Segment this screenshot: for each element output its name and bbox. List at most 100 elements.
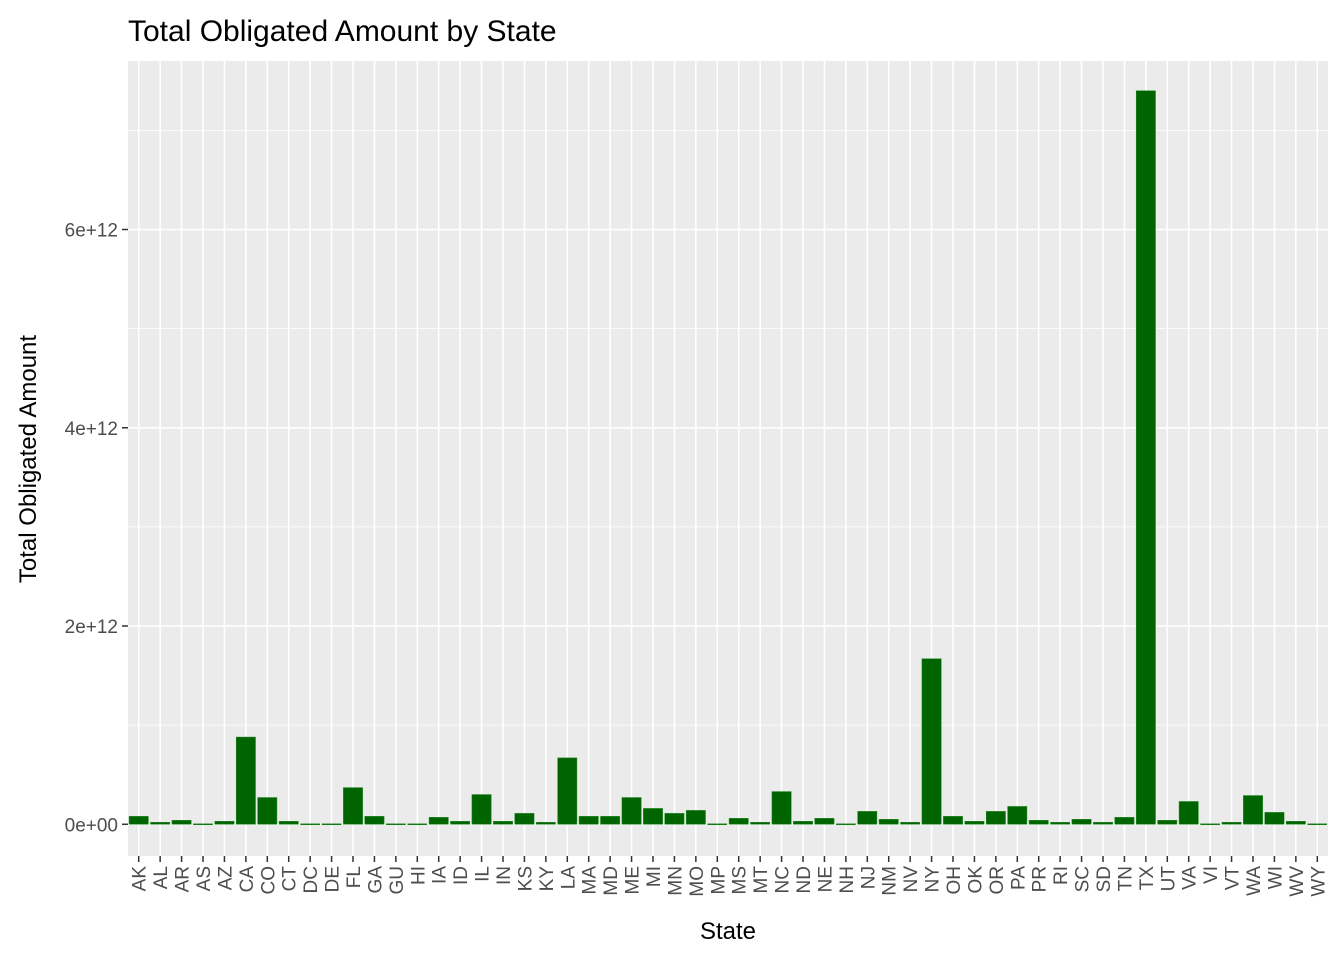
bar-co — [257, 797, 278, 825]
x-tick-label-vi: VI — [1201, 866, 1222, 884]
x-tick-label-nm: NM — [880, 866, 901, 896]
bar-il — [471, 794, 492, 825]
bar-ne — [814, 818, 835, 825]
x-tick-label-wy: WY — [1308, 866, 1329, 897]
x-tick-label-al: AL — [151, 866, 172, 889]
bar-ky — [535, 822, 556, 825]
x-tick-label-la: LA — [558, 866, 579, 890]
bar-fl — [343, 787, 363, 825]
x-axis-title: State — [700, 918, 756, 945]
x-tick-label-wi: WI — [1265, 866, 1286, 889]
gridlines — [128, 61, 1328, 856]
bar-id — [450, 821, 471, 825]
x-tick-label-il: IL — [473, 866, 494, 882]
x-tick-label-co: CO — [258, 866, 279, 895]
bar-me — [621, 797, 642, 825]
bar-wa — [1243, 795, 1263, 825]
bar-ok — [964, 821, 985, 825]
x-tick-label-nd: ND — [794, 866, 815, 893]
x-tick-label-wv: WV — [1287, 866, 1308, 897]
chart-title: Total Obligated Amount by State — [128, 15, 557, 48]
x-tick-label-pr: PR — [1030, 866, 1051, 892]
x-tick-label-dc: DC — [301, 866, 322, 893]
bar-nd — [793, 821, 813, 825]
bar-ri — [1050, 822, 1071, 825]
bar-mo — [685, 810, 706, 825]
bar-mt — [750, 822, 771, 825]
bar-in — [493, 821, 513, 825]
bar-wy — [1307, 823, 1328, 826]
x-tick-label-mo: MO — [687, 866, 708, 897]
bar-md — [600, 816, 621, 825]
x-tick-label-hi: HI — [408, 866, 429, 885]
x-tick-label-ks: KS — [515, 866, 536, 891]
bar-mn — [664, 813, 685, 825]
x-tick-label-pa: PA — [1008, 866, 1029, 890]
x-axis: AK AL AR AS AZ CA CO CT DC DE FL GA GU HI IA ID IL IN KS KY… — [130, 856, 1329, 897]
x-tick-label-tn: TN — [1115, 866, 1136, 891]
bar-tn — [1114, 817, 1135, 825]
x-tick-label-vt: VT — [1223, 866, 1244, 891]
x-tick-label-mn: MN — [665, 866, 686, 896]
x-tick-label-nc: NC — [773, 866, 794, 893]
x-tick-label-ok: OK — [965, 866, 986, 894]
bar-or — [985, 811, 1006, 825]
bar-vt — [1221, 822, 1242, 825]
bar-mp — [707, 823, 728, 826]
x-tick-label-fl: FL — [344, 866, 365, 888]
x-tick-label-sd: SD — [1094, 866, 1115, 892]
bar-nv — [900, 822, 921, 825]
x-tick-label-ar: AR — [173, 866, 194, 892]
x-tick-label-ga: GA — [365, 866, 386, 894]
bar-ks — [514, 813, 535, 825]
x-tick-label-in: IN — [494, 866, 515, 885]
y-tick-label: 2e+12 — [65, 617, 118, 638]
x-tick-label-ca: CA — [237, 866, 258, 893]
x-tick-label-wa: WA — [1244, 866, 1265, 896]
bar-ca — [235, 736, 256, 825]
bar-nj — [857, 811, 878, 825]
x-tick-label-mt: MT — [751, 866, 772, 894]
bar-ar — [171, 820, 192, 825]
x-tick-label-ny: NY — [923, 866, 944, 893]
bar-tx — [1135, 90, 1156, 825]
x-tick-label-oh: OH — [944, 866, 965, 895]
bar-pr — [1028, 820, 1049, 825]
x-tick-label-va: VA — [1180, 866, 1201, 890]
bar-ny — [921, 658, 942, 825]
x-tick-label-sc: SC — [1073, 866, 1094, 892]
bars — [128, 90, 1328, 826]
x-tick-label-az: AZ — [215, 866, 236, 891]
bar-al — [150, 822, 171, 825]
x-tick-label-ky: KY — [537, 866, 558, 892]
bar-mi — [643, 808, 663, 825]
y-axis: 0e+00 2e+12 4e+12 6e+12 — [65, 221, 128, 836]
x-tick-label-md: MD — [601, 866, 622, 896]
x-tick-label-or: OR — [987, 866, 1008, 895]
x-tick-label-nh: NH — [837, 866, 858, 893]
bar-nh — [835, 823, 856, 826]
bar-ut — [1157, 820, 1178, 825]
x-tick-label-ma: MA — [580, 866, 601, 895]
bar-ga — [364, 816, 385, 825]
x-tick-label-de: DE — [323, 866, 344, 892]
bar-ma — [578, 816, 599, 825]
x-tick-label-nj: NJ — [858, 866, 879, 889]
x-tick-label-nv: NV — [901, 866, 922, 893]
bar-nc — [771, 791, 792, 825]
bar-wv — [1285, 821, 1306, 825]
bar-az — [214, 821, 235, 825]
y-tick-label: 6e+12 — [65, 221, 118, 242]
bar-sd — [1093, 822, 1113, 825]
bar-hi — [407, 823, 428, 826]
y-tick-label: 0e+00 — [65, 815, 118, 836]
bar-la — [557, 757, 578, 825]
bar-sc — [1071, 819, 1092, 825]
bar-pa — [1007, 806, 1028, 825]
x-tick-label-ms: MS — [730, 866, 751, 895]
bar-wi — [1264, 812, 1285, 825]
x-tick-label-gu: GU — [387, 866, 408, 895]
plot-panel — [128, 61, 1328, 856]
bar-as — [193, 823, 213, 826]
y-tick-label: 4e+12 — [65, 419, 118, 440]
